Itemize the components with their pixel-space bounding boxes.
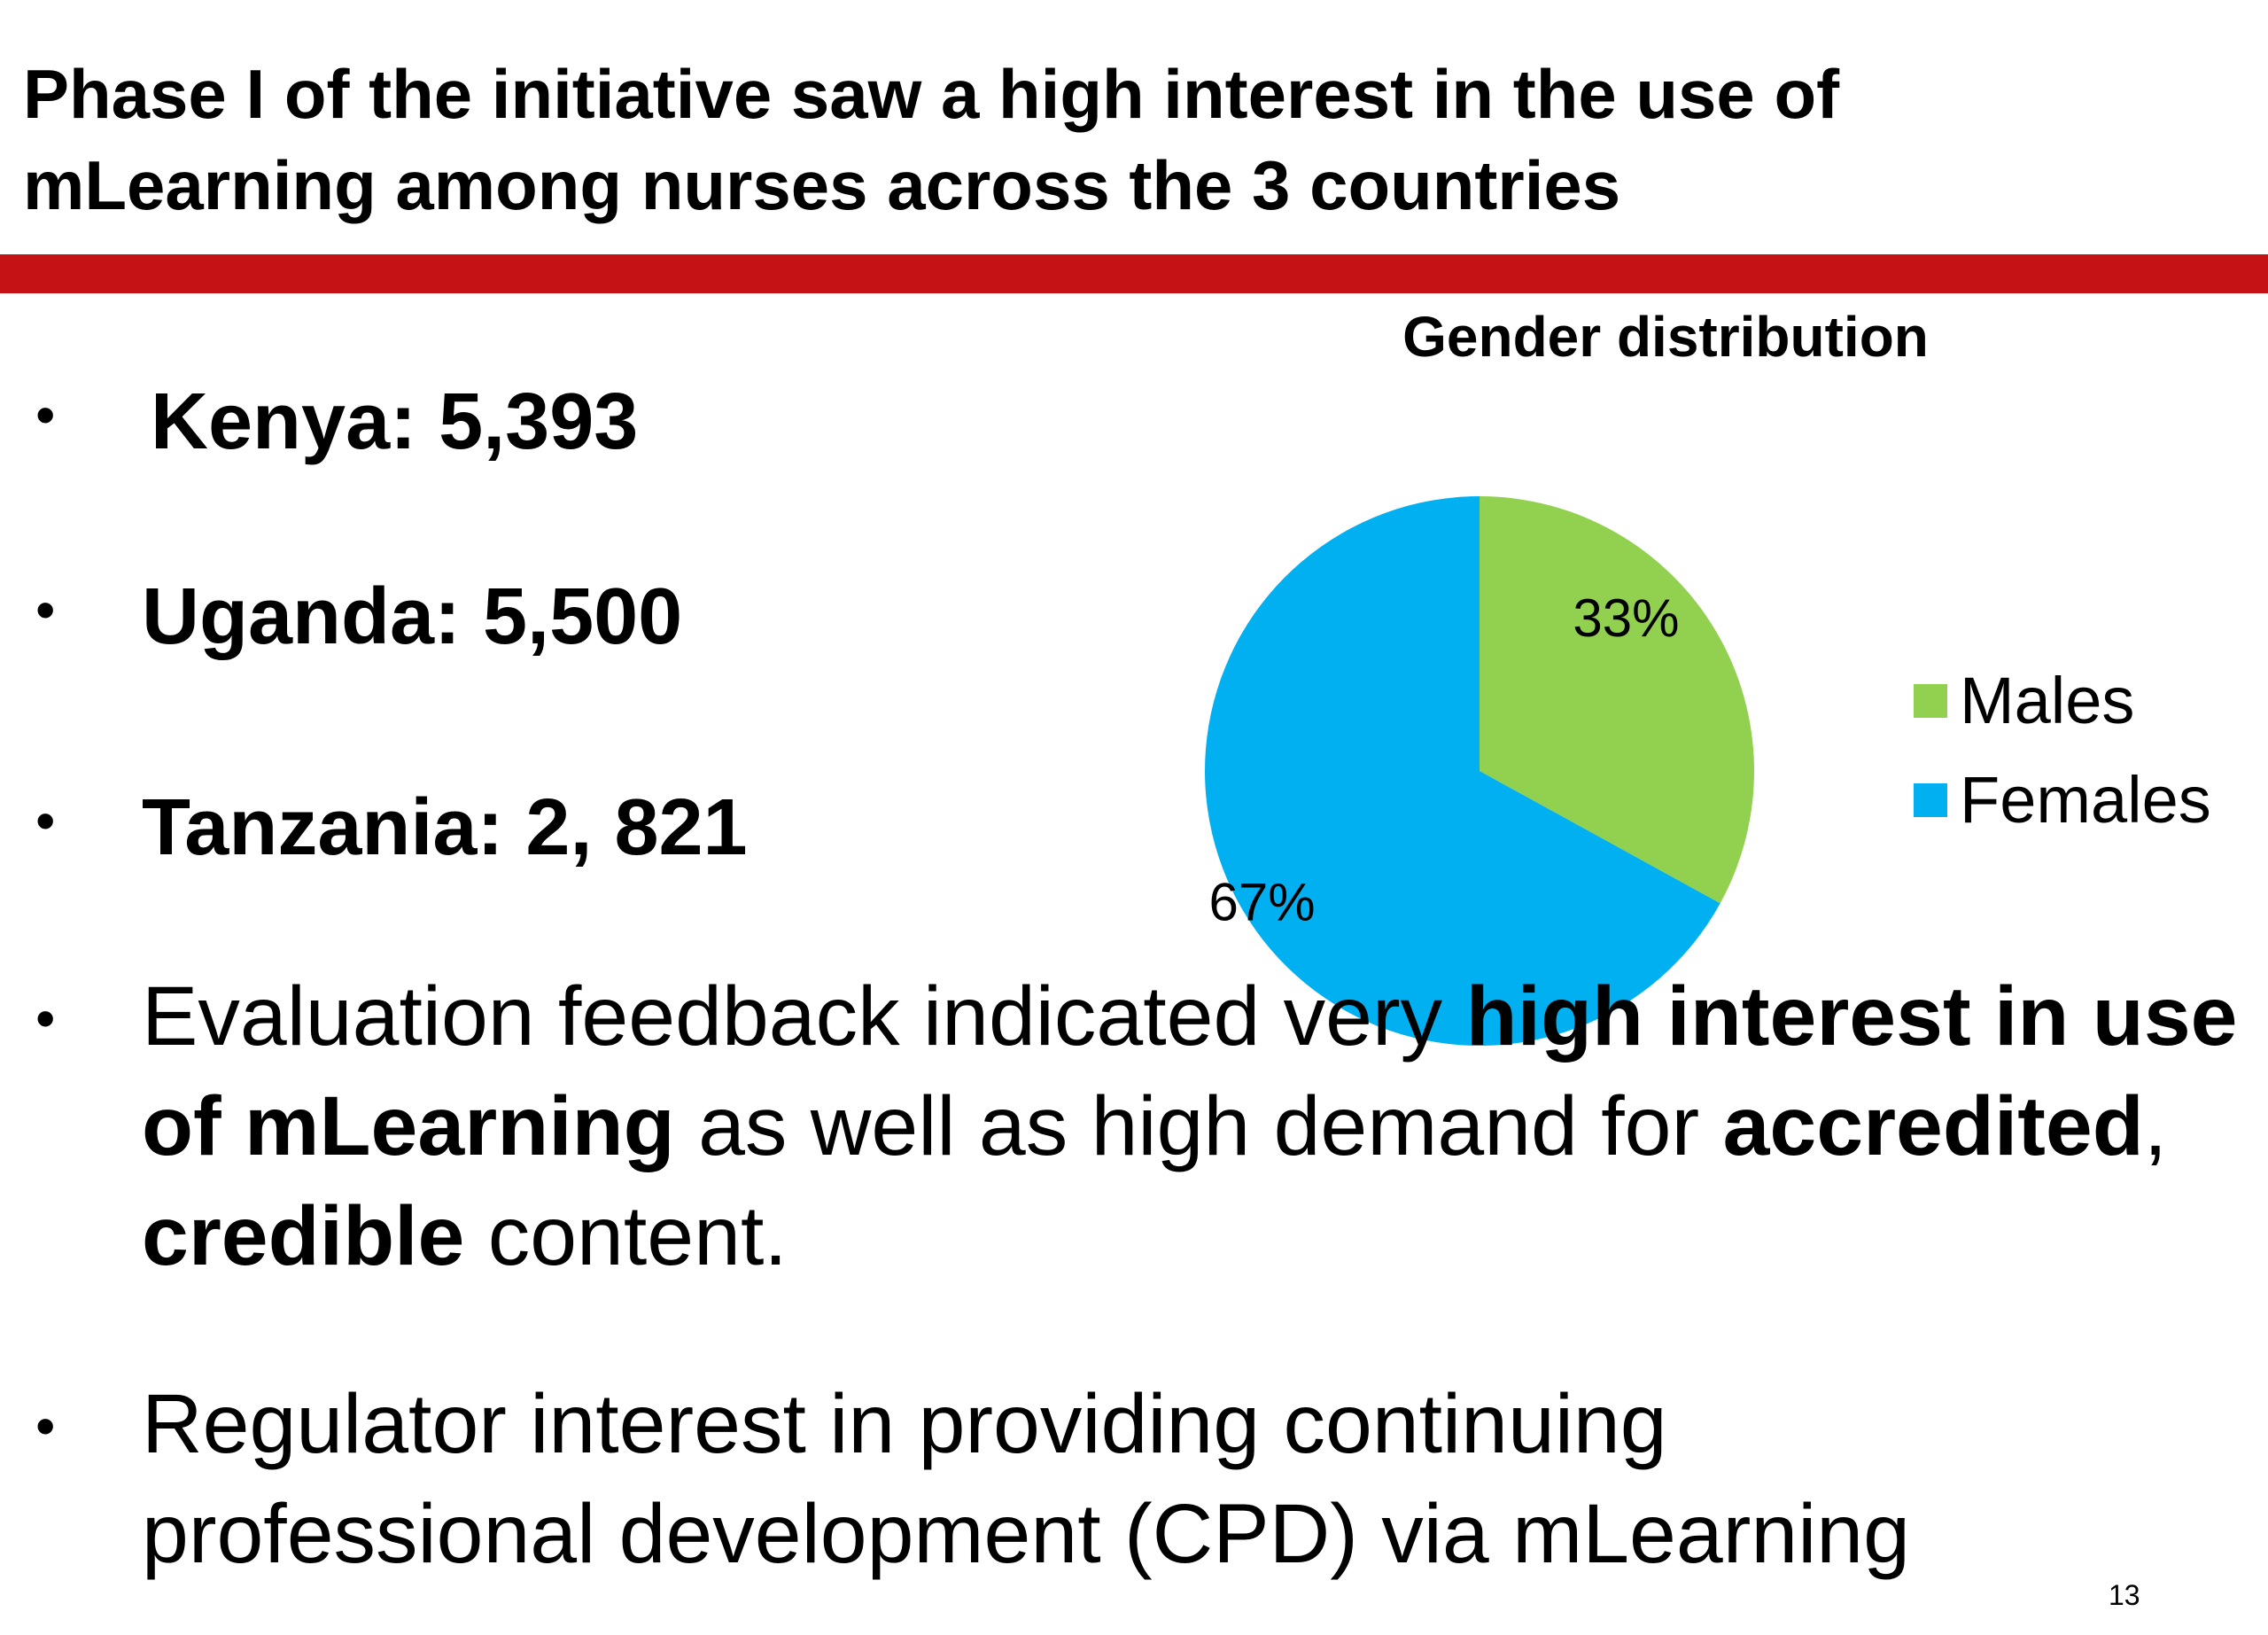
page-number: 13 xyxy=(2109,1579,2140,1611)
gender-pie-chart: 33% 67% xyxy=(1205,496,1754,1046)
pie-slice-females xyxy=(1205,496,1720,1046)
chart-title: Gender distribution xyxy=(1402,305,1929,369)
evaluation-bold-interest: high interest in use of mLearning xyxy=(142,969,2238,1173)
slide-title: Phase I of the initiative saw a high int… xyxy=(23,55,1840,224)
bullet-marker: • xyxy=(35,986,56,1050)
bullet-evaluation: • Evaluation feedback indicated very hig… xyxy=(35,962,2259,1291)
bullet-kenya: • Kenya: 5,393 xyxy=(35,372,638,471)
chart-legend: Males Females xyxy=(1914,651,2211,850)
evaluation-bold-accredited: accredited xyxy=(1722,1079,2144,1173)
bullet-regulator: • Regulator interest in providing contin… xyxy=(35,1369,2135,1589)
pie-slice-males xyxy=(1480,496,1754,904)
evaluation-text-part: Evaluation feedback indicated very xyxy=(142,969,1466,1063)
legend-label-females: Females xyxy=(1960,763,2211,837)
bullet-marker: • xyxy=(35,1394,56,1458)
evaluation-bold-credible: credible xyxy=(142,1189,465,1283)
evaluation-text-part: , xyxy=(2143,1079,2168,1173)
legend-item-males: Males xyxy=(1914,651,2211,751)
legend-item-females: Females xyxy=(1914,751,2211,850)
evaluation-text-part: content. xyxy=(464,1189,788,1283)
pie-data-label-females: 67% xyxy=(1209,873,1316,932)
bullet-tanzania: • Tanzania: 2, 821 xyxy=(35,778,748,877)
bullet-marker: • xyxy=(35,383,56,447)
bullet-uganda: • Uganda: 5,500 xyxy=(35,567,682,666)
pie-data-label-males: 33% xyxy=(1573,588,1679,648)
regulator-text: Regulator interest in providing continui… xyxy=(142,1377,1910,1581)
tanzania-count: Tanzania: 2, 821 xyxy=(142,783,748,872)
evaluation-text-part: as well as high demand for xyxy=(674,1079,1723,1173)
title-divider xyxy=(0,254,2268,293)
bullet-marker: • xyxy=(35,789,56,853)
kenya-count: Kenya: 5,393 xyxy=(151,378,639,466)
uganda-count: Uganda: 5,500 xyxy=(142,572,683,661)
bullet-marker: • xyxy=(35,578,56,642)
evaluation-text: Evaluation feedback indicated very high … xyxy=(142,962,2259,1291)
legend-swatch-females xyxy=(1914,783,1947,817)
legend-swatch-males xyxy=(1914,684,1947,718)
legend-label-males: Males xyxy=(1960,664,2135,737)
